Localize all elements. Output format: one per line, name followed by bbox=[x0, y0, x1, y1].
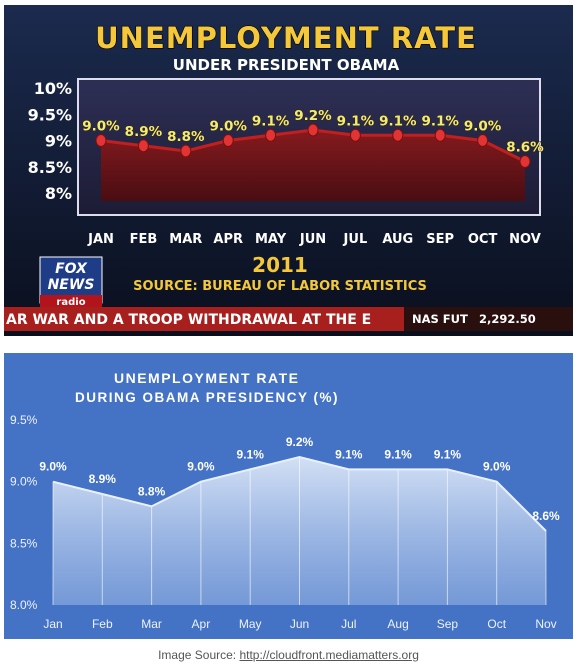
area-x-tick-label: Apr bbox=[192, 617, 211, 631]
fox-year-label: 2011 bbox=[252, 253, 308, 277]
fox-y-tick-label: 9% bbox=[45, 132, 72, 151]
fox-data-point bbox=[222, 134, 234, 147]
fox-area-fill bbox=[101, 130, 525, 201]
fox-chart-title: UNEMPLOYMENT RATE bbox=[95, 21, 477, 55]
fox-data-point bbox=[349, 128, 361, 142]
fox-y-tick-label: 8.5% bbox=[28, 158, 72, 177]
fox-news-chart-panel: UNEMPLOYMENT RATE UNDER PRESIDENT OBAMA … bbox=[4, 5, 573, 336]
area-data-label: 9.1% bbox=[335, 447, 363, 461]
area-data-label: 9.0% bbox=[187, 460, 215, 474]
fox-chart-svg: UNEMPLOYMENT RATE UNDER PRESIDENT OBAMA … bbox=[4, 5, 573, 336]
fox-data-labels: 9.0% 8.9% 8.8%9.0% 9.1% 9.2% 9.1% 9.1% 9.1% 9.0%… bbox=[82, 108, 545, 156]
area-chart-title-line2: DURING OBAMA PRESIDENCY (%) bbox=[75, 390, 340, 405]
fox-news-radio-logo: FOX NEWS radio bbox=[39, 256, 103, 308]
fox-x-axis: JAN FEB MAR APR MAY JUN JUL AUG SEP OCT NOV bbox=[87, 232, 541, 247]
area-data-label: 9.0% bbox=[483, 460, 511, 474]
area-y-tick-label: 8.0% bbox=[10, 598, 38, 612]
fox-x-tick-label: AUG bbox=[382, 232, 413, 247]
caption-prefix: Image Source: bbox=[158, 648, 240, 662]
fox-data-label: 9.1% bbox=[379, 113, 417, 129]
fox-data-label: 9.2% bbox=[294, 108, 332, 124]
area-x-tick-label: Sep bbox=[437, 617, 459, 631]
area-x-tick-label: Oct bbox=[487, 617, 506, 631]
radio-logo-text: radio bbox=[56, 297, 85, 308]
area-data-label: 9.1% bbox=[237, 447, 265, 461]
fox-y-tick-label: 8% bbox=[45, 184, 72, 203]
area-y-tick-label: 9.0% bbox=[10, 475, 38, 489]
fox-source-label: SOURCE: BUREAU OF LABOR STATISTICS bbox=[133, 279, 427, 294]
area-x-tick-label: Jun bbox=[290, 617, 309, 631]
area-data-label: 9.2% bbox=[286, 435, 314, 449]
fox-data-label: 9.1% bbox=[337, 113, 375, 129]
area-x-tick-label: May bbox=[239, 617, 262, 631]
fox-chart-subtitle: UNDER PRESIDENT OBAMA bbox=[173, 56, 400, 74]
fox-y-tick-label: 9.5% bbox=[28, 105, 72, 124]
area-data-label: 8.6% bbox=[532, 509, 560, 523]
fox-x-tick-label: SEP bbox=[426, 232, 454, 247]
area-top-line bbox=[52, 455, 547, 532]
fox-x-tick-label: NOV bbox=[509, 232, 541, 247]
fox-data-point bbox=[477, 134, 489, 147]
area-data-label: 9.0% bbox=[39, 460, 67, 474]
area-chart-svg: 9.5% 9.0% 8.5% 8.0% 9.0% 8.9% 8.8% 9.0% 9.1% 9.2… bbox=[10, 413, 560, 631]
ticker-headline: AR WAR AND A TROOP WITHDRAWAL AT THE E bbox=[6, 312, 371, 328]
fox-x-tick-label: MAR bbox=[169, 232, 202, 247]
area-y-tick-label: 8.5% bbox=[10, 536, 38, 550]
area-x-tick-label: Nov bbox=[535, 617, 556, 631]
area-data-label: 9.1% bbox=[384, 447, 412, 461]
area-x-tick-label: Aug bbox=[387, 617, 408, 631]
fox-data-point bbox=[519, 155, 531, 168]
news-ticker: AR WAR AND A TROOP WITHDRAWAL AT THE E N… bbox=[4, 307, 573, 331]
ticker-value: 2,292.50 bbox=[479, 312, 536, 326]
fox-data-label: 8.8% bbox=[167, 129, 205, 145]
fox-data-point bbox=[392, 128, 404, 142]
fox-x-tick-label: FEB bbox=[130, 232, 158, 247]
news-logo-text: NEWS bbox=[48, 277, 95, 293]
fox-data-point bbox=[307, 123, 319, 137]
fox-data-label: 9.1% bbox=[252, 113, 290, 129]
fox-data-label: 8.9% bbox=[125, 124, 163, 140]
area-data-label: 9.1% bbox=[434, 447, 462, 461]
area-data-label: 8.8% bbox=[138, 484, 166, 498]
area-data-labels: 9.0% 8.9% 8.8% 9.0% 9.1% 9.2% 9.1% 9.1% 9.1% 9.0%… bbox=[39, 435, 560, 523]
fox-data-point bbox=[137, 139, 149, 153]
fox-logo-text: FOX bbox=[55, 261, 88, 277]
fox-data-label: 9.1% bbox=[421, 113, 459, 129]
area-data-label: 8.9% bbox=[89, 472, 117, 486]
fox-x-tick-label: JAN bbox=[87, 232, 114, 247]
area-y-axis: 9.5% 9.0% 8.5% 8.0% bbox=[10, 413, 38, 612]
fox-x-tick-label: JUL bbox=[343, 232, 368, 247]
fox-data-label: 9.0% bbox=[464, 119, 502, 135]
fox-x-tick-label: APR bbox=[213, 232, 243, 247]
fox-data-label: 9.0% bbox=[209, 119, 247, 135]
source-link[interactable]: http://cloudfront.mediamatters.org bbox=[239, 648, 419, 662]
area-chart-title-line1: UNEMPLOYMENT RATE bbox=[114, 370, 300, 386]
area-drop-lines bbox=[52, 457, 547, 605]
fox-data-point bbox=[180, 144, 192, 158]
area-y-tick-label: 9.5% bbox=[10, 413, 38, 427]
recreated-chart-panel: 9.5% 9.0% 8.5% 8.0% 9.0% 8.9% 8.8% 9.0% 9.1% 9.2… bbox=[4, 353, 573, 639]
fox-x-tick-label: OCT bbox=[468, 232, 498, 247]
area-x-axis: Jan Feb Mar Apr May Jun Jul Aug Sep Oct Nov bbox=[43, 617, 556, 631]
fox-data-point bbox=[265, 128, 277, 142]
fox-data-point bbox=[95, 134, 107, 147]
fox-x-tick-label: MAY bbox=[255, 232, 287, 247]
fox-y-tick-label: 10% bbox=[34, 79, 72, 98]
area-x-tick-label: Jul bbox=[341, 617, 356, 631]
fox-data-label: 9.0% bbox=[82, 119, 120, 135]
fox-data-points bbox=[95, 123, 531, 168]
area-x-tick-label: Mar bbox=[141, 617, 162, 631]
image-source-caption: Image Source: http://cloudfront.mediamat… bbox=[0, 648, 577, 662]
ticker-symbol: NAS FUT bbox=[412, 312, 468, 326]
fox-y-axis: 10% 9.5% 9% 8.5% 8% bbox=[28, 79, 72, 203]
fox-x-tick-label: JUN bbox=[299, 232, 326, 247]
fox-data-point bbox=[434, 128, 446, 142]
fox-data-label: 8.6% bbox=[506, 140, 544, 156]
area-x-tick-label: Jan bbox=[43, 617, 62, 631]
area-x-tick-label: Feb bbox=[92, 617, 113, 631]
